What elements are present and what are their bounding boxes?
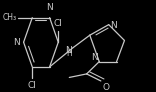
Text: H: H — [66, 49, 72, 58]
Text: Cl: Cl — [54, 19, 63, 28]
Text: N: N — [110, 21, 117, 30]
Text: CH₃: CH₃ — [2, 13, 17, 22]
Text: N: N — [66, 46, 72, 55]
Text: O: O — [102, 83, 109, 92]
Text: N: N — [13, 38, 20, 47]
Text: Cl: Cl — [28, 81, 37, 90]
Text: N: N — [46, 3, 53, 12]
Text: N: N — [91, 53, 98, 62]
